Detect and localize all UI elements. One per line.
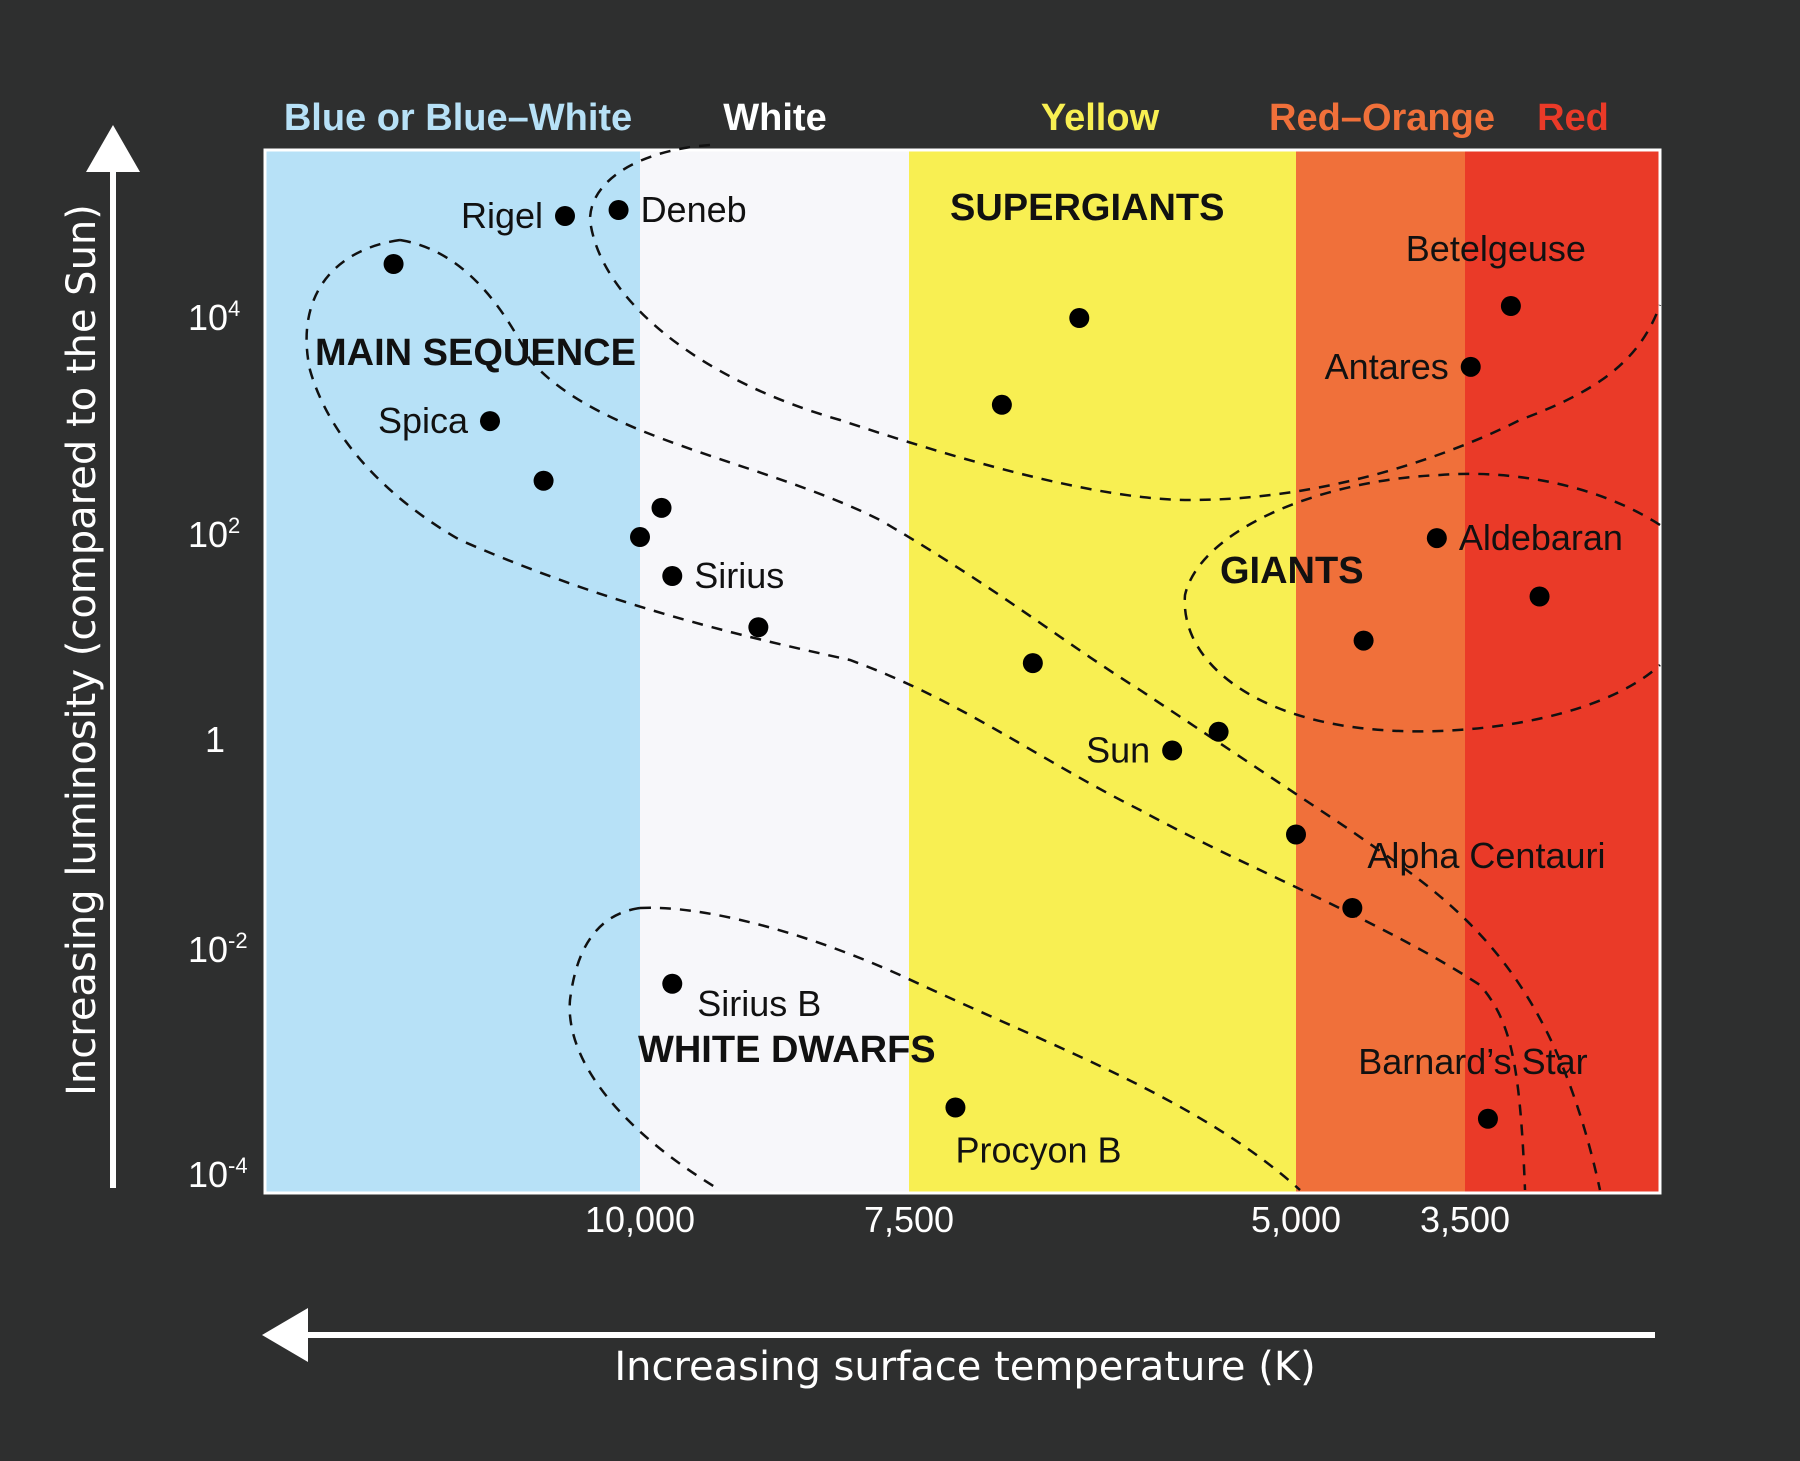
y-tick-label-0: 104 <box>188 296 240 338</box>
band-label-3: Red–Orange <box>1269 97 1495 139</box>
star-label: Antares <box>1325 346 1449 387</box>
color-band-0 <box>265 150 640 1193</box>
star-point-5 <box>651 497 672 518</box>
star-label: Sun <box>1086 730 1150 771</box>
main-sequence-outline <box>305 238 1527 1191</box>
star-point-4 <box>533 470 554 491</box>
star-label: Sirius <box>694 555 784 596</box>
x-tick-labels: 10,000 7,500 5,000 3,500 <box>585 1199 1510 1240</box>
band-labels: Blue or Blue–White White Yellow Red–Orange R… <box>284 97 1609 139</box>
star-point-7 <box>662 566 683 586</box>
y-tick-exponent: -4 <box>228 1153 248 1178</box>
white-dwarfs-outline <box>568 906 1301 1192</box>
star-label: Deneb <box>641 189 747 230</box>
star-point-17 <box>1529 586 1550 607</box>
color-band-2 <box>909 150 1296 1193</box>
band-label-2: Yellow <box>1041 97 1160 139</box>
y-tick-exponent: -2 <box>228 928 248 953</box>
region-outlines <box>305 143 1662 1192</box>
star-point-3 <box>480 411 500 432</box>
y-axis-title: Increasing luminosity (compared to the S… <box>59 204 105 1096</box>
star-point-8 <box>748 617 769 638</box>
stars: Rigel Deneb Spica Sirius Sun Betelgeuse Antare… <box>378 189 1623 1171</box>
star-point-12 <box>1162 740 1183 761</box>
star-point-9 <box>991 394 1012 415</box>
y-tick-exponent: 2 <box>228 513 240 538</box>
star-label: Betelgeuse <box>1406 228 1586 269</box>
star-label: Barnard’s Star <box>1358 1041 1587 1082</box>
star-point-6 <box>630 527 650 548</box>
y-tick-label-1: 102 <box>188 513 240 555</box>
star-point-1 <box>608 200 629 220</box>
star-point-15 <box>1460 356 1481 377</box>
band-label-4: Red <box>1537 97 1609 139</box>
star-label: Sirius B <box>697 983 821 1024</box>
x-tick-label-3: 3,500 <box>1420 1199 1510 1240</box>
white-dwarfs-label: WHITE DWARFS <box>638 1029 936 1071</box>
y-tick-exponent: 4 <box>228 296 240 321</box>
star-point-18 <box>1353 630 1374 651</box>
x-tick-label-2: 5,000 <box>1251 1199 1341 1240</box>
color-band-1 <box>640 150 909 1193</box>
y-axis-arrow <box>86 125 140 1188</box>
star-point-2 <box>383 254 404 274</box>
star-point-13 <box>1208 721 1229 742</box>
x-axis-arrow <box>262 1308 1655 1362</box>
star-label: Alpha Centauri <box>1367 835 1605 876</box>
star-point-21 <box>662 973 683 994</box>
x-tick-label-1: 7,500 <box>864 1199 954 1240</box>
band-label-0: Blue or Blue–White <box>284 97 632 139</box>
star-point-16 <box>1426 528 1447 549</box>
giants-outline <box>1183 472 1661 733</box>
star-point-22 <box>945 1097 966 1118</box>
x-axis-title: Increasing surface temperature (K) <box>614 1344 1315 1390</box>
star-point-20 <box>1342 898 1363 918</box>
giants-label: GIANTS <box>1220 550 1364 592</box>
plot-frame <box>263 148 1662 1195</box>
star-point-23 <box>1477 1108 1498 1129</box>
star-point-14 <box>1500 296 1521 316</box>
y-tick-label-3: 10-2 <box>188 928 248 970</box>
color-bands <box>265 150 1660 1193</box>
star-label: Procyon B <box>955 1130 1121 1171</box>
band-label-1: White <box>723 97 826 139</box>
y-tick-label-4: 10-4 <box>188 1153 248 1195</box>
supergiants-label: SUPERGIANTS <box>950 187 1224 229</box>
color-band-3 <box>1296 150 1465 1193</box>
color-band-4 <box>1465 150 1660 1193</box>
star-point-19 <box>1286 824 1306 845</box>
star-point-10 <box>1069 308 1090 328</box>
main-sequence-outline-upper <box>399 238 1602 1191</box>
star-label: Spica <box>378 400 469 441</box>
star-point-0 <box>555 206 575 226</box>
y-tick-labels: 104 102 1 10-2 10-4 <box>188 296 248 1195</box>
y-tick-label-2: 1 <box>205 719 225 760</box>
star-point-11 <box>1022 653 1043 674</box>
x-tick-label-0: 10,000 <box>585 1199 695 1240</box>
star-label: Rigel <box>461 195 543 236</box>
star-label: Aldebaran <box>1459 517 1623 558</box>
main-sequence-label: MAIN SEQUENCE <box>315 332 636 374</box>
supergiants-outline <box>588 143 1662 502</box>
